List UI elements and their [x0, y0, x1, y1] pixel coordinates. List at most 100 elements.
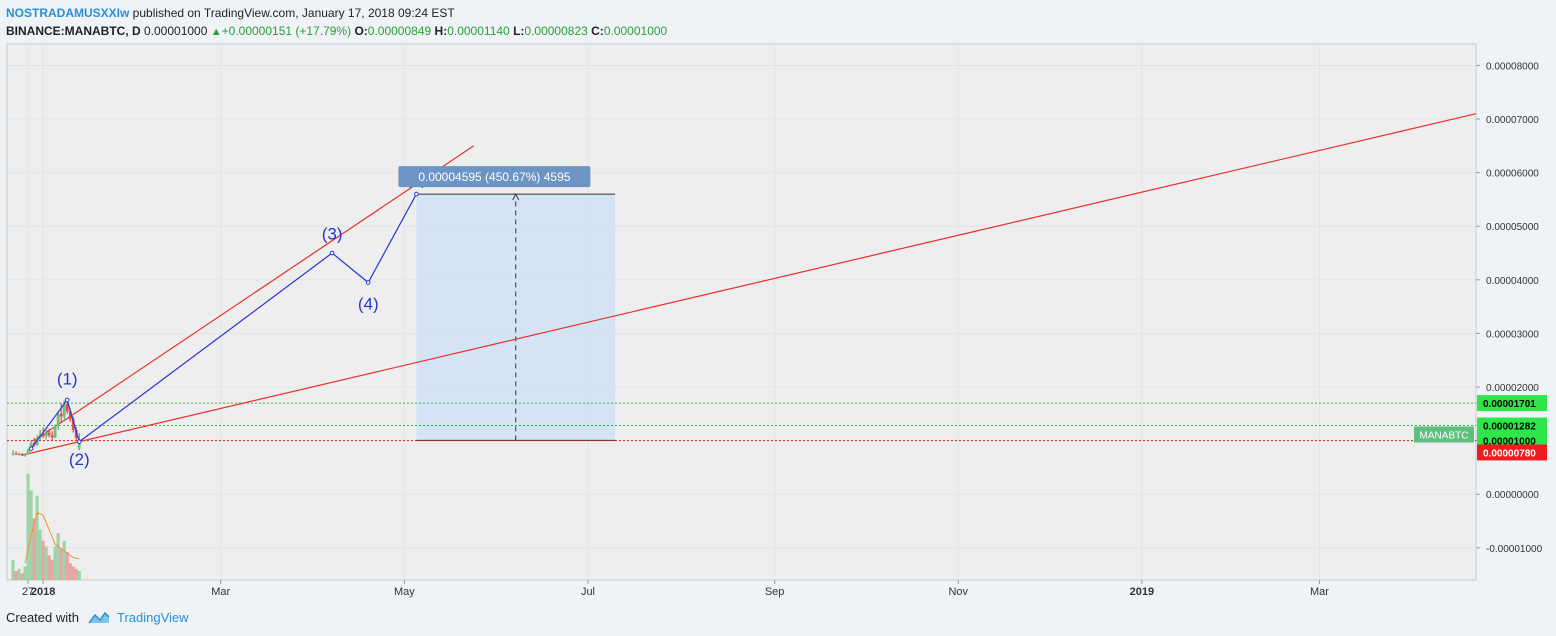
volume-bar [74, 568, 78, 580]
target-label: 0.00004595 (450.67%) 4595 [418, 170, 570, 184]
volume-bar [38, 529, 42, 580]
wave-point [365, 280, 371, 285]
trendline [33, 145, 474, 442]
y-tick-label: 0.00004000 [1486, 276, 1539, 287]
wave-label: (4) [358, 294, 379, 313]
y-tick-label: 0.00000000 [1486, 490, 1539, 501]
volume-bar [20, 573, 24, 580]
wave-point [329, 250, 335, 256]
symbol-tag-box [1414, 426, 1474, 443]
price-tag: 0.00001282 [1483, 422, 1536, 433]
volume-bar [77, 571, 81, 580]
volume-ma-line [24, 512, 80, 564]
x-tick-label: Sep [765, 586, 785, 598]
volume-bar [32, 518, 36, 580]
wave-point [414, 191, 419, 197]
close-value: 0.00001000 [603, 24, 668, 38]
volume-bar [14, 571, 18, 580]
y-tick-label: 0.00005000 [1486, 222, 1539, 233]
candle-body [44, 432, 48, 437]
candle-body [14, 453, 18, 455]
volume-bar [62, 540, 66, 580]
volume-bar [35, 496, 39, 580]
candle-body [26, 449, 30, 455]
wave-label: (1) [57, 369, 78, 388]
footer: Created with TradingView [6, 610, 189, 625]
author-link[interactable]: NOSTRADAMUSXXIw [6, 6, 130, 20]
volume-bar [11, 559, 15, 580]
symbol-label: BINANCE:MANABTC, D [6, 24, 141, 38]
volume-bar [59, 548, 63, 580]
volume-bar [23, 566, 27, 580]
candle-body [62, 404, 66, 417]
volume-bar [56, 532, 60, 580]
last-price: 0.00001000 [144, 24, 208, 38]
open-value: 0.00000849 [367, 24, 432, 38]
volume-bar [47, 555, 51, 580]
tradingview-logo-icon[interactable] [87, 611, 111, 625]
y-tick-label: 0.00008000 [1486, 61, 1539, 72]
x-tick-label: Jul [581, 586, 595, 598]
low-label: L: [513, 24, 525, 38]
volume-bar [71, 566, 75, 580]
ohlc-line: BINANCE:MANABTC, D 0.00001000 ▲+0.000001… [6, 22, 667, 41]
low-value: 0.00000823 [524, 24, 588, 38]
volume-bar [44, 546, 48, 580]
candle-body [17, 454, 21, 456]
volume-bar [26, 473, 30, 580]
up-triangle-icon: ▲ [210, 26, 222, 38]
candle-body [56, 413, 60, 426]
candle-body [41, 434, 45, 437]
candle-body [77, 440, 81, 449]
wave-point [28, 446, 34, 451]
price-tag: 0.00001000 [1483, 437, 1536, 448]
volume-bar [68, 563, 72, 580]
volume-bar [53, 546, 57, 580]
candle-body [68, 411, 72, 420]
x-tick-label: Nov [948, 586, 968, 598]
high-label: H: [434, 24, 448, 38]
wave-point [76, 439, 82, 445]
volume-bar [65, 552, 69, 580]
candle-body [71, 419, 75, 430]
wave-label: (3) [322, 225, 343, 244]
high-value: 0.00001140 [447, 24, 510, 38]
price-tag-box [1477, 444, 1547, 461]
price-chart[interactable]: 0.00008000 0.00007000 0.00006000 0.00005000… [0, 0, 1556, 606]
volume-bar [50, 559, 54, 580]
target-label-box [398, 166, 591, 188]
candle-body [23, 454, 27, 456]
price-tag-box [1477, 417, 1547, 434]
volume-bar [41, 540, 45, 580]
x-tick-label: 27 [22, 586, 34, 598]
candle-body [74, 429, 78, 438]
volume-bar [17, 568, 21, 580]
open-label: O: [354, 24, 368, 38]
price-change: +0.00000151 (+17.79%) [221, 24, 352, 38]
symbol-tag: MANABTC [1420, 431, 1469, 442]
candle-body [65, 404, 69, 412]
y-tick-label: 0.00006000 [1486, 169, 1539, 180]
candle-body [50, 435, 54, 438]
price-tag: 0.00001701 [1483, 399, 1536, 410]
x-tick-label: Mar [1310, 586, 1329, 598]
trendline [21, 113, 1477, 456]
tradingview-link[interactable]: TradingView [116, 610, 189, 625]
price-tag: 0.00000780 [1483, 448, 1536, 459]
publish-line: NOSTRADAMUSXXIw published on TradingView… [6, 4, 667, 22]
wave-point [64, 397, 70, 403]
x-tick-label: Mar [211, 586, 230, 598]
y-tick-label: 0.00003000 [1486, 329, 1539, 340]
wave-label: (2) [69, 450, 90, 469]
close-label: C: [591, 24, 604, 38]
wave-path [30, 193, 417, 450]
candle-body [53, 425, 57, 438]
target-arrow-head [512, 192, 520, 201]
publish-info: published on TradingView.com, January 17… [129, 6, 455, 20]
y-tick-label: 0.00007000 [1486, 115, 1539, 126]
candle-body [47, 432, 51, 436]
plot-area [6, 43, 1477, 581]
candle-body [20, 454, 24, 456]
candle-body [11, 453, 15, 455]
target-box [416, 194, 616, 441]
